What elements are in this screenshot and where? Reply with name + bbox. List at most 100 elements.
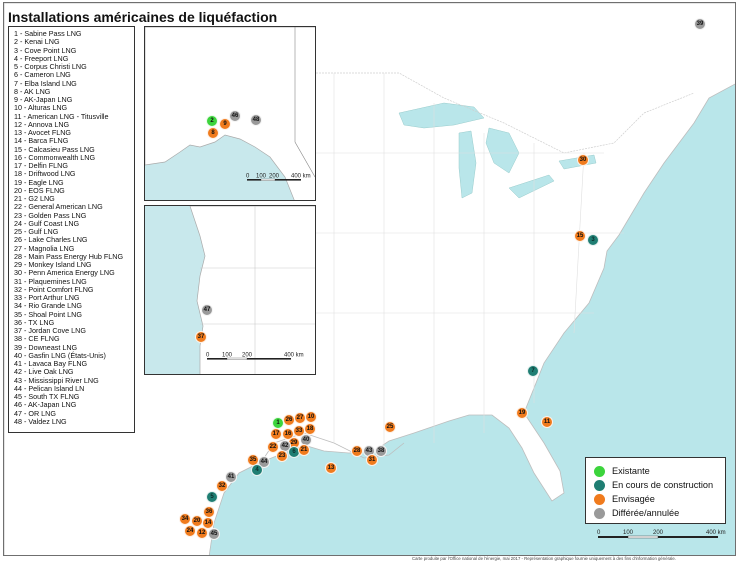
facility-list-item: 13 - Avocet FLNG: [14, 128, 71, 137]
lake-superior: [398, 102, 485, 129]
facility-list-item: 43 - Mississippi River LNG: [14, 375, 99, 385]
facility-list-item: 44 - Pelican Island LN: [14, 383, 85, 393]
facility-list-item: 6 - Cameron LNG: [14, 70, 71, 80]
facility-list-item: 15 - Calcasieu Pass LNG: [14, 144, 95, 154]
facility-list-item: 31 - Plaquemines LNG: [14, 276, 87, 286]
facility-marker-19[interactable]: 19: [516, 407, 528, 419]
main-scale-0: 0: [597, 530, 601, 536]
lake-michigan: [458, 130, 477, 199]
facility-list-item: 48 - Valdez LNG: [14, 416, 67, 426]
facility-list-item: 10 - Alturas LNG: [14, 103, 68, 113]
facility-list-item: 34 - Rio Grande LNG: [14, 301, 82, 311]
alaska-scale-bar: 0 100 200 400 km: [246, 174, 311, 181]
facility-marker-8[interactable]: 8: [207, 127, 219, 139]
alaska-scale-400: 400 km: [291, 174, 311, 180]
facility-list-item: 23 - Golden Pass LNG: [14, 210, 87, 220]
facility-marker-18[interactable]: 18: [304, 423, 316, 435]
facility-list-item: 38 - CE FLNG: [14, 334, 60, 344]
facility-list-item: 41 - Lavaca Bay FLNG: [14, 359, 88, 368]
westcoast-land: [189, 206, 315, 374]
facility-list-item: 36 - TX LNG: [14, 317, 55, 327]
facility-list-item: 17 - Delfin FLNG: [14, 161, 68, 170]
facility-list-item: 18 - Driftwood LNG: [14, 169, 76, 179]
facility-list-item: 42 - Live Oak LNG: [14, 367, 74, 377]
facility-list-item: 46 - AK-Japan LNG: [14, 400, 77, 410]
lake-erie: [508, 174, 555, 199]
lake-huron: [485, 127, 520, 174]
facility-marker-30[interactable]: 30: [577, 154, 589, 166]
status-legend: Existante En cours de construction Envis…: [585, 457, 726, 524]
facility-marker-37[interactable]: 37: [195, 331, 207, 343]
facility-list-item: 21 - G2 LNG: [14, 194, 55, 203]
facility-marker-45[interactable]: 45: [208, 528, 220, 540]
facility-list-item: 47 - OR LNG: [14, 408, 56, 418]
legend-label-deferred: Différée/annulée: [612, 508, 680, 518]
map-title: Installations américaines de liquéfactio…: [8, 9, 278, 25]
facility-marker-32[interactable]: 32: [216, 480, 228, 492]
westcoast-scale-bar: 0 100 200 400 km: [206, 353, 304, 360]
main-scale-100: 100: [623, 530, 634, 536]
facility-list-item: 3 - Cove Point LNG: [14, 45, 77, 55]
facility-marker-13[interactable]: 13: [325, 462, 337, 474]
west-scale-100: 100: [222, 353, 233, 359]
legend-dot-construction: [594, 480, 605, 491]
facility-marker-25[interactable]: 25: [384, 421, 396, 433]
facility-marker-39[interactable]: 39: [694, 18, 706, 30]
facility-marker-47[interactable]: 47: [201, 304, 213, 316]
facility-list-item: 9 - AK-Japan LNG: [14, 95, 73, 104]
facility-list-item: 5 - Corpus Christi LNG: [14, 62, 87, 71]
facility-marker-10[interactable]: 10: [305, 411, 317, 423]
facility-marker-24[interactable]: 24: [184, 525, 196, 537]
facility-marker-3[interactable]: 3: [587, 234, 599, 246]
facility-list-item: 19 - Eagle LNG: [14, 177, 64, 187]
main-scale-bar: 0 100 200 400 km: [597, 530, 726, 539]
facility-list-item: 28 - Main Pass Energy Hub FLNG: [14, 251, 124, 261]
facility-marker-9[interactable]: 9: [219, 118, 231, 130]
facility-marker-38[interactable]: 38: [375, 445, 387, 457]
westcoast-basemap: 0 100 200 400 km: [189, 206, 315, 374]
facility-marker-17[interactable]: 17: [270, 428, 282, 440]
facility-marker-11[interactable]: 11: [541, 416, 553, 428]
facility-marker-46[interactable]: 46: [229, 110, 241, 122]
alaska-scale-0: 0: [246, 174, 250, 180]
facility-list-item: 30 - Penn America Energy LNG: [14, 268, 115, 278]
facility-list-item: 24 - Gulf Coast LNG: [14, 218, 80, 228]
alaska-scale-100: 100: [256, 174, 267, 180]
legend-label-construction: En cours de construction: [612, 480, 714, 490]
facility-marker-48[interactable]: 48: [250, 114, 262, 126]
west-scale-200: 200: [242, 353, 253, 359]
alaska-scale-200: 200: [269, 174, 280, 180]
facility-list-item: 16 - Commonwealth LNG: [14, 152, 96, 162]
facility-list-item: 32 - Point Comfort FLNG: [14, 284, 94, 294]
facility-marker-22[interactable]: 22: [267, 441, 279, 453]
facility-marker-31[interactable]: 31: [366, 454, 378, 466]
facility-list-item: 20 - EOS FLNG: [14, 185, 65, 195]
facility-list-item: 4 - Freeport LNG: [14, 53, 69, 63]
facility-marker-4[interactable]: 4: [251, 464, 263, 476]
facility-marker-15[interactable]: 15: [574, 230, 586, 242]
facility-list-item: 27 - Magnolia LNG: [14, 243, 75, 253]
main-scale-400: 400 km: [706, 530, 726, 536]
facility-marker-34[interactable]: 34: [179, 513, 191, 525]
facility-marker-6[interactable]: 6: [288, 446, 300, 458]
facility-marker-21[interactable]: 21: [298, 444, 310, 456]
facility-marker-28[interactable]: 28: [351, 445, 363, 457]
facility-list-item: 11 - American LNG - Titusville: [14, 111, 109, 121]
facility-marker-14[interactable]: 14: [202, 517, 214, 529]
facility-list-item: 45 - South TX FLNG: [14, 392, 80, 401]
legend-label-existing: Existante: [612, 466, 650, 476]
facility-marker-41[interactable]: 41: [225, 471, 237, 483]
legend-dot-deferred: [594, 508, 605, 519]
facility-list-item: 25 - Gulf LNG: [14, 227, 59, 236]
facility-marker-5[interactable]: 5: [206, 491, 218, 503]
facility-marker-12[interactable]: 12: [196, 527, 208, 539]
facility-list-item: 35 - Shoal Point LNG: [14, 309, 82, 319]
west-scale-0: 0: [206, 353, 210, 359]
state-lines: [304, 73, 624, 453]
facility-list-item: 1 - Sabine Pass LNG: [14, 29, 82, 38]
facility-list-item: 7 - Elba Island LNG: [14, 78, 77, 88]
facility-marker-23[interactable]: 23: [276, 450, 288, 462]
facility-marker-7[interactable]: 7: [527, 365, 539, 377]
facility-marker-2[interactable]: 2: [206, 115, 218, 127]
facility-list-item: 22 - General American LNG: [14, 202, 103, 212]
